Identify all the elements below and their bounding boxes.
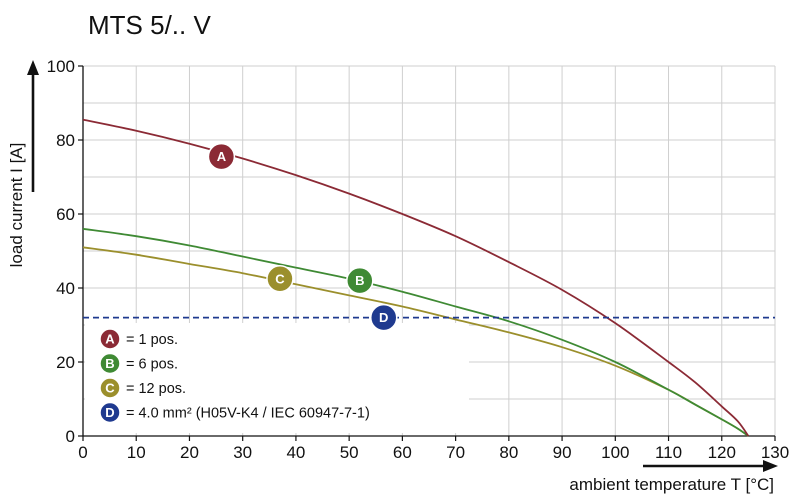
x-tick-label: 30 xyxy=(233,443,252,462)
legend-badge-b: B xyxy=(99,352,121,375)
x-tick-label: 10 xyxy=(127,443,146,462)
tick-labels: 0 10 20 30 40 50 60 70 80 90 100 110 120 130 0 20 40 60 80… xyxy=(47,57,790,462)
series-badge-d: D xyxy=(370,303,398,332)
x-axis-label: ambient temperature T [°C] xyxy=(569,475,774,494)
legend: A = 1 pos. B = 6 pos. C = 12 pos. D = 4.0 mm² (… xyxy=(99,328,370,424)
series-line-b xyxy=(82,227,749,437)
axes xyxy=(27,60,778,472)
legend-badge-a: A xyxy=(99,328,121,350)
x-tick-label: 60 xyxy=(393,443,412,462)
y-tick-label: 100 xyxy=(47,57,75,76)
x-tick-label: 0 xyxy=(78,443,87,462)
badge-letter: B xyxy=(355,273,364,288)
badge-letter: B xyxy=(105,356,114,371)
chart-title: MTS 5/.. V xyxy=(88,10,211,40)
badge-letter: D xyxy=(105,405,114,420)
x-tick-label: 20 xyxy=(180,443,199,462)
series-badge-c: C xyxy=(266,265,294,293)
badge-circle xyxy=(370,303,398,332)
series-badges: A B C D xyxy=(207,142,398,332)
x-tick-label: 70 xyxy=(446,443,465,462)
badge-circle xyxy=(266,265,294,293)
series-badge-b: B xyxy=(346,266,374,295)
legend-label-c: = 12 pos. xyxy=(126,381,186,397)
x-tick-label: 80 xyxy=(499,443,518,462)
legend-label-d: = 4.0 mm² (H05V-K4 / IEC 60947-7-1) xyxy=(126,406,370,422)
legend-badge-c: C xyxy=(99,377,121,399)
badge-letter: A xyxy=(217,149,227,164)
legend-background xyxy=(85,323,469,433)
badge-circle xyxy=(99,401,121,424)
badge-circle xyxy=(99,377,121,399)
y-axis-label: load current I [A] xyxy=(7,143,26,268)
legend-label-a: = 1 pos. xyxy=(126,332,178,348)
x-direction-arrow-head xyxy=(763,460,778,472)
legend-entry-d: D = 4.0 mm² (H05V-K4 / IEC 60947-7-1) xyxy=(99,401,370,424)
badge-circle xyxy=(99,352,121,375)
legend-entry-b: B = 6 pos. xyxy=(99,352,178,375)
y-tick-label: 20 xyxy=(56,353,75,372)
x-tick-label: 120 xyxy=(708,443,736,462)
x-tick-label: 40 xyxy=(286,443,305,462)
y-tick-label: 80 xyxy=(56,131,75,150)
series-badge-a: A xyxy=(207,142,236,171)
badge-circle xyxy=(207,142,236,171)
x-tick-label: 130 xyxy=(761,443,789,462)
y-tick-label: 60 xyxy=(56,205,75,224)
legend-label-b: = 6 pos. xyxy=(126,357,178,373)
badge-circle xyxy=(346,266,374,295)
badge-letter: C xyxy=(275,271,285,286)
x-tick-label: 90 xyxy=(553,443,572,462)
legend-entry-c: C = 12 pos. xyxy=(99,377,186,399)
badge-circle xyxy=(99,328,121,350)
grid xyxy=(83,65,776,436)
legend-badge-d: D xyxy=(99,401,121,424)
y-tick-label: 40 xyxy=(56,279,75,298)
x-tick-label: 50 xyxy=(340,443,359,462)
badge-letter: A xyxy=(105,332,115,347)
legend-entry-a: A = 1 pos. xyxy=(99,328,178,350)
x-tick-label: 100 xyxy=(601,443,629,462)
badge-letter: C xyxy=(105,381,115,396)
badge-letter: D xyxy=(379,310,388,325)
y-tick-label: 0 xyxy=(66,427,75,446)
y-direction-arrow-head xyxy=(27,60,39,75)
x-tick-label: 110 xyxy=(655,443,682,462)
